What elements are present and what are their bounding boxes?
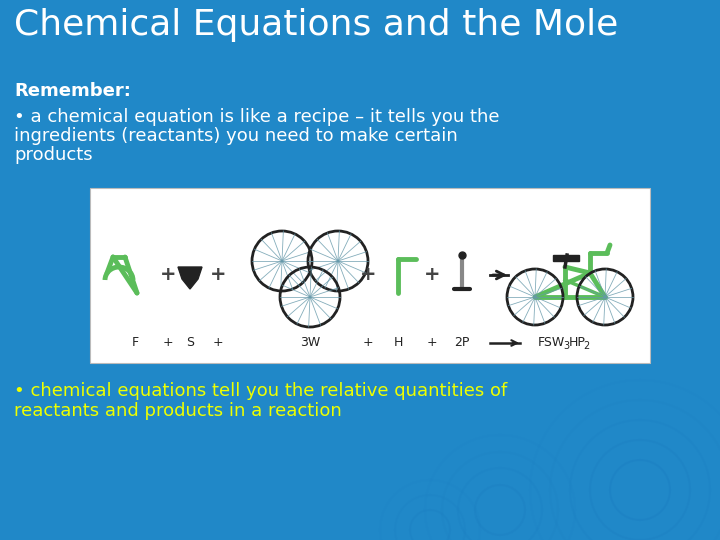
Text: • chemical equations tell you the relative quantities of: • chemical equations tell you the relati…	[14, 382, 508, 400]
Text: products: products	[14, 146, 93, 164]
Text: ingredients (reactants) you need to make certain: ingredients (reactants) you need to make…	[14, 127, 458, 145]
Polygon shape	[178, 267, 202, 289]
Text: 3: 3	[563, 341, 569, 351]
Text: S: S	[186, 336, 194, 349]
Text: 2P: 2P	[454, 336, 469, 349]
Text: H: H	[393, 336, 402, 349]
Text: reactants and products in a reaction: reactants and products in a reaction	[14, 402, 342, 420]
Text: • a chemical equation is like a recipe – it tells you the: • a chemical equation is like a recipe –…	[14, 108, 500, 126]
Text: +: +	[424, 266, 440, 285]
Text: HP: HP	[569, 336, 586, 349]
Text: +: +	[163, 336, 174, 349]
Text: +: +	[210, 266, 226, 285]
Text: 3W: 3W	[300, 336, 320, 349]
Text: +: +	[212, 336, 223, 349]
Text: 2: 2	[583, 341, 589, 351]
Text: +: +	[363, 336, 373, 349]
Polygon shape	[553, 255, 579, 261]
Text: +: +	[160, 266, 176, 285]
Text: Chemical Equations and the Mole: Chemical Equations and the Mole	[14, 8, 618, 42]
Text: +: +	[427, 336, 437, 349]
Text: F: F	[132, 336, 138, 349]
Text: Remember:: Remember:	[14, 82, 131, 100]
Text: +: +	[360, 266, 377, 285]
FancyBboxPatch shape	[90, 188, 650, 363]
Text: FSW: FSW	[538, 336, 565, 349]
